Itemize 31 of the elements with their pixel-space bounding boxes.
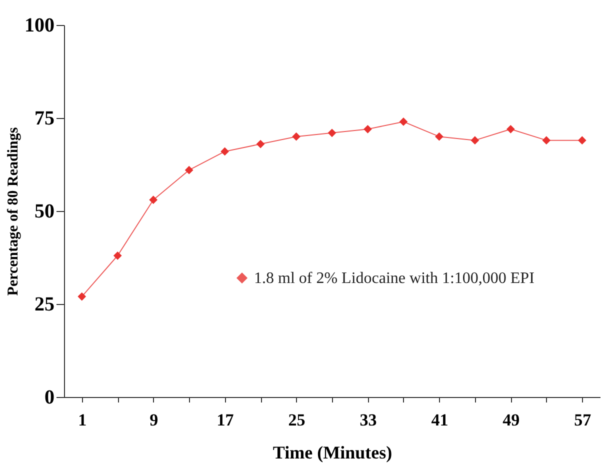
point — [113, 251, 122, 260]
point — [435, 132, 444, 141]
y-axis-title: Percentage of 80 Readings — [6, 127, 22, 296]
x-tick-label: 25 — [288, 410, 306, 430]
x-tick-label: 17 — [216, 410, 234, 430]
point — [78, 292, 86, 301]
x-tick-label: 57 — [574, 410, 592, 430]
point — [578, 136, 586, 145]
y-tick-label: 50 — [34, 200, 54, 222]
y-tick-label: 0 — [44, 386, 54, 408]
point — [399, 118, 408, 126]
x-tick-label: 9 — [150, 410, 158, 430]
x-tick-label: 41 — [431, 410, 448, 430]
point — [184, 166, 194, 174]
point — [292, 132, 300, 141]
x-tick-label: 49 — [502, 410, 520, 430]
x-tick-label: 1 — [78, 410, 87, 430]
point — [149, 196, 158, 204]
point — [506, 124, 515, 134]
point — [220, 147, 229, 156]
point — [542, 136, 551, 145]
legend-label: 1.8 ml of 2% Lidocaine with 1:100,000 EPI — [254, 270, 534, 287]
y-tick-label: 25 — [34, 294, 54, 316]
point — [364, 124, 372, 134]
point — [256, 140, 265, 148]
y-tick-label: 100 — [24, 14, 54, 36]
x-axis-title: Time (Minutes) — [272, 442, 392, 462]
y-tick-label: 75 — [34, 108, 54, 130]
point — [470, 136, 480, 145]
point — [328, 128, 336, 138]
x-tick-label: 33 — [360, 410, 377, 430]
